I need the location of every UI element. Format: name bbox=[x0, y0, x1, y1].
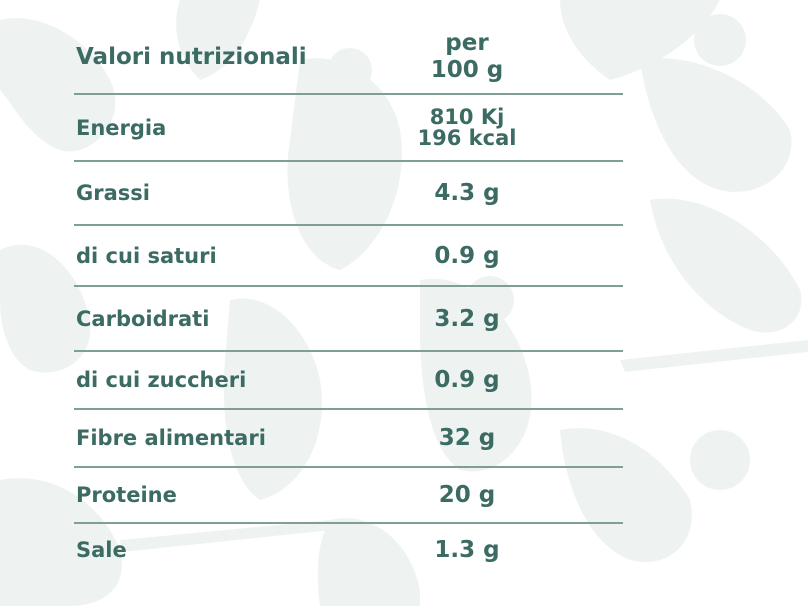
amount-label: 100 g bbox=[430, 56, 504, 83]
nutrition-table: Valori nutrizionali per 100 g Energia 81… bbox=[74, 20, 623, 576]
row-label: Sale bbox=[76, 538, 127, 562]
energy-kj-value: 810 Kj bbox=[429, 104, 505, 129]
row-label: Proteine bbox=[76, 483, 177, 507]
table-title: Valori nutrizionali bbox=[76, 43, 307, 70]
row-value: 4.3 g bbox=[434, 180, 500, 206]
row-label: di cui zuccheri bbox=[76, 368, 247, 392]
table-row: Proteine 20 g bbox=[74, 468, 623, 524]
table-row: Grassi 4.3 g bbox=[74, 162, 623, 226]
per-label: per bbox=[445, 29, 489, 56]
row-value: 3.2 g bbox=[434, 305, 500, 332]
table-row: di cui zuccheri 0.9 g bbox=[74, 352, 623, 410]
table-row: di cui saturi 0.9 g bbox=[74, 226, 623, 287]
row-label: Carboidrati bbox=[76, 306, 210, 331]
row-value: 0.9 g bbox=[434, 367, 500, 393]
per-100g-header: per 100 g bbox=[406, 30, 623, 84]
row-label: di cui saturi bbox=[76, 243, 217, 268]
table-header-row: Valori nutrizionali per 100 g bbox=[74, 20, 623, 95]
row-value: 1.3 g bbox=[434, 537, 500, 563]
energy-kcal-value: 196 kcal bbox=[417, 125, 517, 150]
table-row: Energia 810 Kj 196 kcal bbox=[74, 95, 623, 162]
table-row: Fibre alimentari 32 g bbox=[74, 410, 623, 468]
row-value: 0.9 g bbox=[434, 242, 500, 269]
row-value: 20 g bbox=[438, 482, 496, 508]
table-row: Carboidrati 3.2 g bbox=[74, 287, 623, 352]
row-label: Energia bbox=[76, 115, 167, 140]
row-label: Fibre alimentari bbox=[76, 426, 266, 450]
row-value: 810 Kj 196 kcal bbox=[406, 104, 623, 150]
table-row: Sale 1.3 g bbox=[74, 524, 623, 576]
row-value: 32 g bbox=[438, 425, 496, 451]
row-label: Grassi bbox=[76, 181, 150, 205]
